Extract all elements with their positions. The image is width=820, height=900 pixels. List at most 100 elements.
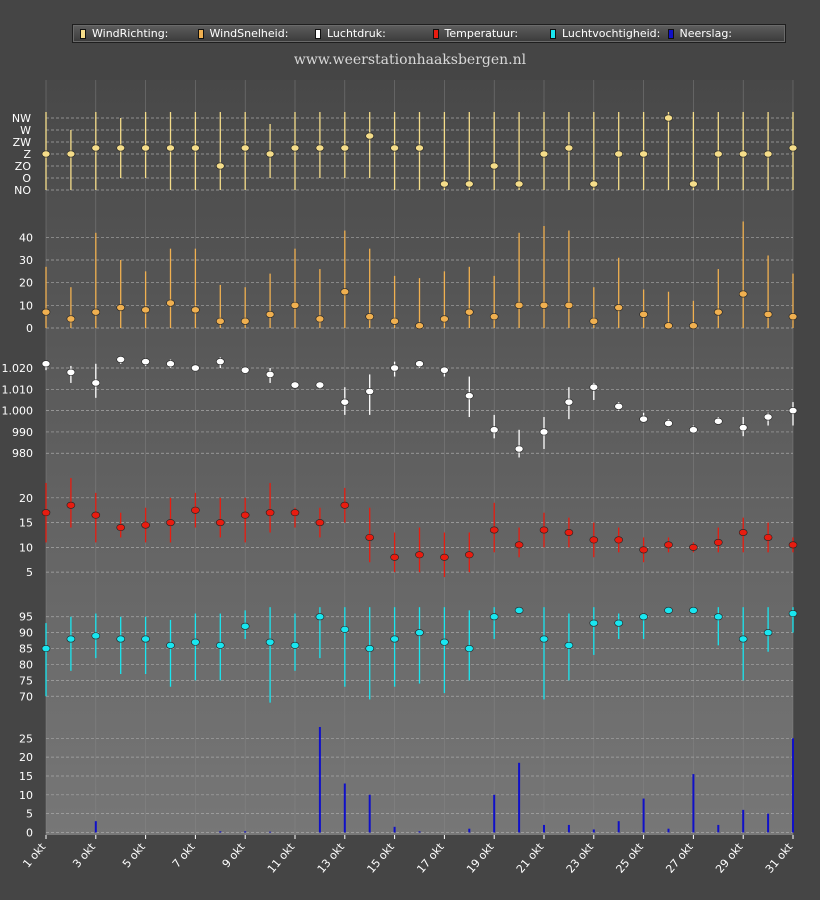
value-point — [489, 162, 499, 170]
value-point — [315, 381, 325, 389]
x-tick-label: 7 okt — [170, 840, 198, 870]
value-point — [290, 641, 300, 649]
value-point — [440, 638, 449, 646]
value-point — [141, 635, 150, 643]
value-point — [763, 629, 773, 637]
y-tick-label: 1.000 — [2, 405, 34, 418]
neerslag-bar — [642, 798, 645, 833]
value-point — [340, 625, 350, 633]
value-point — [440, 315, 449, 323]
value-point — [240, 622, 250, 630]
legend-item: Luchtvochtigheid: — [550, 27, 668, 40]
x-tick-label: 5 okt — [120, 840, 148, 870]
value-point — [639, 546, 648, 554]
y-tick-label: 10 — [19, 789, 33, 802]
value-point — [265, 150, 275, 158]
value-point — [390, 144, 399, 152]
neerslag-bar — [269, 831, 272, 833]
value-point — [464, 180, 474, 188]
value-point — [340, 398, 350, 406]
value-point — [788, 407, 798, 415]
value-point — [315, 144, 325, 152]
value-point — [489, 426, 499, 434]
x-tick-label: 11 okt — [265, 840, 298, 876]
legend-swatch — [315, 28, 321, 39]
neerslag-bar — [543, 824, 545, 833]
value-point — [564, 398, 574, 406]
legend-swatch — [432, 28, 439, 39]
neerslag-bar — [692, 774, 695, 833]
legend-swatch — [667, 28, 674, 39]
value-point — [315, 315, 325, 323]
legend-swatch — [197, 28, 204, 39]
value-point — [788, 144, 798, 152]
value-point — [216, 519, 225, 527]
value-point — [166, 299, 175, 307]
legend-label: Temperatuur: — [444, 27, 519, 40]
y-tick-label: 15 — [19, 770, 33, 783]
y-tick-label: 80 — [19, 658, 33, 671]
value-point — [191, 144, 200, 152]
value-point — [290, 509, 300, 517]
value-point — [66, 635, 76, 643]
value-point — [141, 521, 150, 529]
value-point — [41, 360, 51, 368]
x-tick-label: 15 okt — [364, 840, 397, 876]
value-point — [539, 301, 549, 309]
value-point — [788, 541, 798, 549]
value-point — [589, 536, 599, 544]
value-point — [415, 360, 424, 368]
legend: WindRichting: WindSnelheid: Luchtdruk: Temp… — [72, 24, 786, 43]
y-tick-label: O — [22, 172, 31, 185]
legend-item: Neerslag: — [667, 27, 786, 40]
neerslag-bar — [567, 824, 570, 833]
value-point — [564, 641, 574, 649]
x-tick-label: 13 okt — [315, 840, 348, 876]
y-tick-label: 30 — [19, 254, 33, 267]
value-point — [141, 144, 150, 152]
value-point — [116, 524, 125, 532]
value-point — [664, 419, 673, 427]
panel-neerslag: 0 5 10 15 20 25 — [19, 727, 794, 839]
x-tick-label: 27 okt — [663, 840, 696, 876]
value-point — [340, 144, 350, 152]
value-point — [66, 368, 76, 376]
y-tick-label: NW — [12, 112, 31, 125]
neerslag-bar — [717, 824, 720, 833]
value-point — [589, 180, 599, 188]
value-point — [464, 392, 474, 400]
value-point — [141, 358, 150, 366]
value-point — [689, 426, 698, 434]
value-point — [738, 635, 748, 643]
value-point — [763, 150, 773, 158]
value-point — [788, 313, 798, 321]
neerslag-bar — [318, 727, 321, 833]
value-point — [664, 114, 673, 122]
value-point — [738, 424, 748, 432]
value-point — [240, 366, 250, 374]
value-point — [514, 541, 524, 549]
value-point — [390, 553, 399, 561]
neerslag-bar — [767, 813, 770, 833]
value-point — [415, 322, 424, 330]
value-point — [539, 150, 549, 158]
neerslag-bar — [493, 794, 496, 833]
value-point — [464, 308, 474, 316]
site-title: www.weerstationhaaksbergen.nl — [293, 52, 527, 68]
y-tick-label: 1.020 — [2, 362, 34, 375]
x-tick-label: 21 okt — [514, 840, 547, 876]
value-point — [589, 317, 599, 325]
value-point — [639, 150, 648, 158]
y-tick-label: Z — [23, 148, 31, 161]
value-point — [240, 144, 250, 152]
y-tick-label: 25 — [19, 732, 33, 745]
value-point — [191, 306, 200, 314]
y-tick-label: 20 — [19, 277, 33, 290]
legend-item: Luchtdruk: — [315, 27, 433, 40]
value-point — [514, 606, 524, 614]
x-tick-label: 19 okt — [464, 840, 497, 876]
value-point — [763, 310, 773, 318]
panel-luchtdruk: 980 990 1.000 1.010 1.020 — [2, 356, 798, 460]
y-tick-label: 15 — [19, 517, 33, 530]
value-point — [290, 301, 300, 309]
